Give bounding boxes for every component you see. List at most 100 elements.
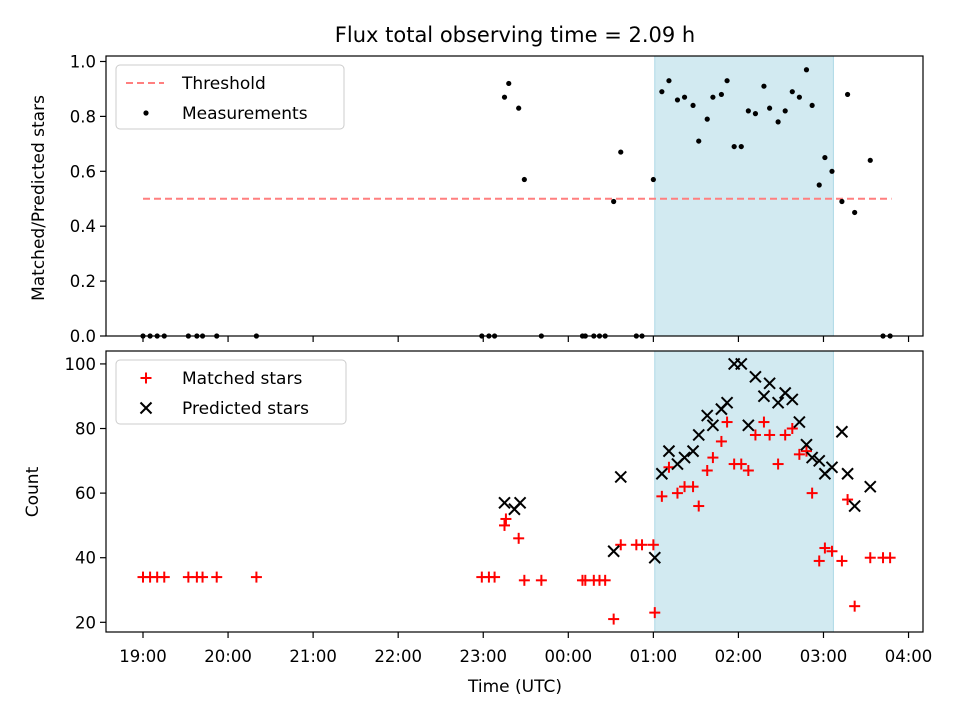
legend-label: Threshold — [181, 74, 266, 94]
observing-span — [654, 350, 834, 633]
predicted-point — [813, 454, 826, 468]
measurement-point — [650, 176, 656, 183]
matched-point — [608, 613, 620, 625]
measurement-point — [816, 182, 822, 188]
predicted-point — [513, 496, 527, 510]
matched-point — [513, 532, 525, 544]
matched-point — [884, 552, 896, 564]
x-tick-label: 20:00 — [204, 647, 252, 666]
measurement-point — [822, 154, 828, 161]
y-tick-label: 0.6 — [70, 162, 96, 181]
predicted-point — [742, 419, 755, 432]
measurement-point — [501, 94, 508, 100]
measurement-point — [681, 94, 688, 100]
y-tick-label: 0.8 — [70, 107, 96, 126]
matched-point — [500, 513, 512, 525]
matched-point — [836, 555, 848, 567]
measurement-point — [659, 89, 665, 95]
matched-point — [749, 429, 761, 441]
measurement-point — [839, 198, 845, 205]
predicted-point — [841, 467, 854, 480]
measurement-point — [718, 91, 725, 98]
measurement-point — [738, 143, 744, 150]
matched-point — [599, 574, 611, 586]
measurement-point — [516, 105, 522, 111]
predicted-point — [498, 496, 511, 510]
predicted-point — [662, 444, 676, 458]
y-tick-label: 0.2 — [70, 272, 96, 291]
y-tick-label: 100 — [65, 355, 97, 374]
x-tick-label: 00:00 — [545, 647, 593, 666]
measurement-point — [752, 111, 759, 117]
matched-point — [211, 571, 223, 583]
measurement-point — [867, 157, 873, 163]
chart-title: Flux total observing time = 2.09 h — [335, 23, 695, 47]
axes-frame — [105, 55, 924, 337]
measurement-point — [775, 119, 781, 125]
legend-label: Predicted stars — [182, 399, 309, 419]
measurement-point — [829, 168, 835, 174]
matched-point — [687, 481, 699, 493]
predicted-point — [800, 438, 813, 451]
matched-point — [715, 435, 727, 447]
measurement-point — [803, 67, 810, 73]
top-axes: 0.0 0.2 0.4 0.6 0.8 1.0 Threshold Measurements — [70, 52, 924, 346]
measurement-point — [674, 97, 681, 103]
x-tick-label: 03:00 — [800, 647, 848, 666]
y-tick-label: 40 — [75, 549, 96, 568]
measurement-point — [666, 78, 672, 84]
matched-point — [864, 552, 876, 564]
matched-point — [499, 519, 511, 531]
bottom-ylabel: Count — [23, 466, 43, 517]
legend-box — [115, 359, 347, 425]
matched-point — [786, 423, 798, 435]
legend-label: Matched stars — [182, 369, 302, 389]
x-tick-label: 21:00 — [289, 647, 337, 666]
matched-point — [800, 445, 812, 457]
predicted-point — [763, 377, 776, 390]
y-tick-label: 0.4 — [70, 217, 96, 236]
predicted-point — [835, 425, 849, 438]
measurement-point — [782, 108, 788, 114]
x-tick-label: 02:00 — [715, 647, 763, 666]
measurement-point — [710, 94, 716, 100]
y-tick-label: 80 — [75, 420, 96, 439]
predicted-point — [678, 451, 691, 464]
matched-point — [158, 571, 170, 583]
legend-measurement-swatch — [143, 110, 149, 116]
matched-point — [826, 545, 838, 557]
measurement-point — [852, 209, 858, 216]
measurement-point — [704, 116, 710, 122]
matched-point — [707, 452, 719, 464]
bottom-axes: 20 40 60 80 100 19:00 20:00 21:00 22:00 23:00 00:0… — [65, 350, 933, 666]
matched-point — [819, 542, 831, 554]
y-tick-label: 0.0 — [70, 327, 96, 346]
x-tick-label: 04:00 — [885, 647, 933, 666]
observing-span — [654, 55, 834, 337]
axes-frame — [105, 350, 924, 633]
measurement-point — [724, 78, 730, 84]
predicted-point — [686, 444, 700, 458]
matched-point — [518, 574, 530, 586]
matched-point — [647, 539, 659, 551]
x-tick-label: 23:00 — [459, 647, 507, 666]
x-axis-label: Time (UTC) — [467, 677, 562, 697]
matched-point — [842, 494, 854, 506]
measurement-point — [506, 80, 512, 87]
matched-point — [649, 607, 661, 619]
predicted-point — [655, 467, 669, 480]
predicted-point — [735, 357, 748, 371]
y-tick-label: 1.0 — [70, 52, 96, 71]
legend-label: Measurements — [182, 104, 308, 124]
measurement-point — [745, 108, 751, 114]
measurement-point — [767, 105, 773, 111]
predicted-point — [749, 370, 762, 384]
matched-point — [535, 574, 547, 586]
predicted-point — [692, 428, 705, 442]
matched-point — [813, 555, 825, 567]
measurement-point — [761, 83, 767, 89]
matched-point — [849, 600, 861, 612]
predicted-point — [771, 396, 785, 409]
matched-point — [656, 490, 668, 502]
matched-point — [636, 539, 648, 551]
